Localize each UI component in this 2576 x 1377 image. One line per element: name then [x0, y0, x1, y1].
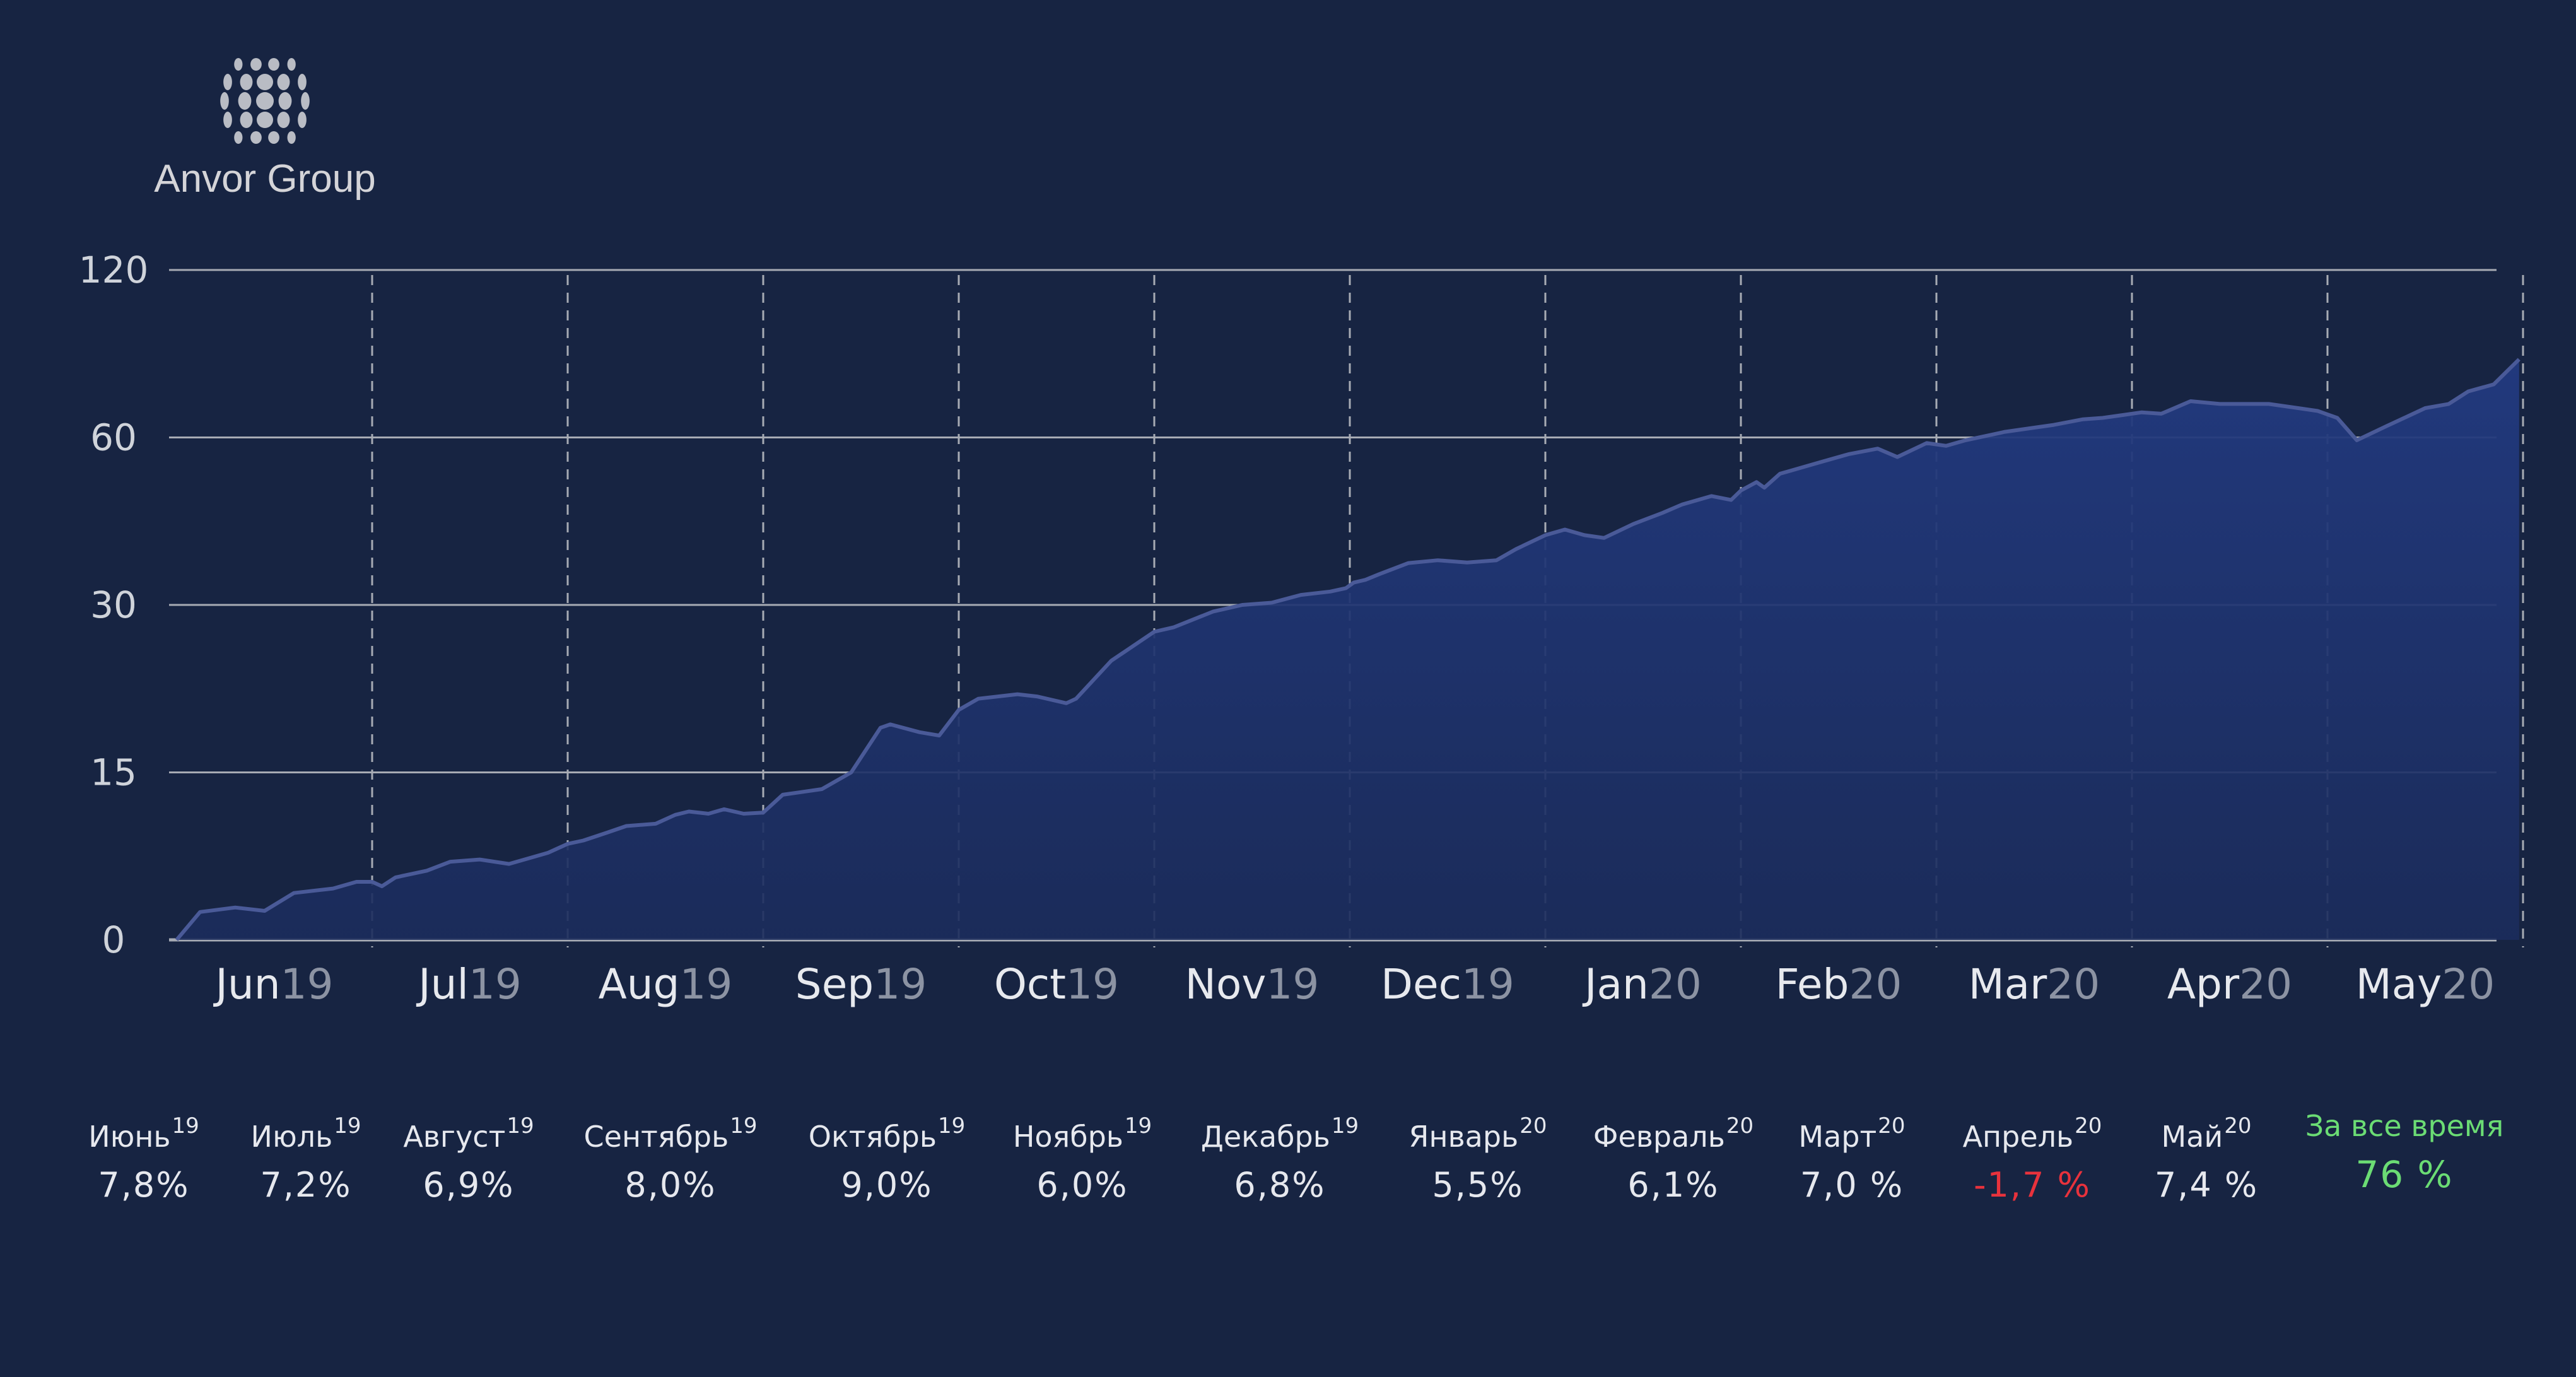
x-tick-label: Nov19 — [1185, 960, 1320, 1009]
month-stat-value: 7,8% — [98, 1165, 190, 1205]
logo-dot — [277, 74, 290, 90]
logo-dot — [278, 92, 292, 110]
x-tick-label: Jun19 — [213, 960, 333, 1009]
logo-dot — [298, 74, 307, 90]
y-tick-label: 15 — [90, 751, 137, 794]
month-stat-name: Ноябрь19 — [1012, 1113, 1152, 1154]
month-stat: Июль19 7,2% — [251, 1104, 361, 1212]
y-tick-label: 60 — [90, 416, 137, 459]
month-stat-value: 7,0 % — [1800, 1165, 1904, 1205]
x-tick-label: Jan20 — [1582, 960, 1702, 1009]
month-stat-value: 6,9% — [423, 1165, 515, 1205]
x-tick-label: Mar20 — [1969, 960, 2100, 1009]
x-tick-label: Oct19 — [994, 960, 1119, 1009]
logo-dot — [257, 74, 273, 90]
logo-dot — [298, 112, 307, 128]
month-stat: Август19 6,9% — [403, 1104, 534, 1212]
month-stat-value: 6,0% — [1036, 1165, 1128, 1205]
logo-dot — [238, 92, 252, 110]
x-tick-label: Jul19 — [416, 960, 522, 1009]
logo-dot — [268, 58, 279, 71]
month-stat-value: 7,2% — [260, 1165, 352, 1205]
brand-logo: Anvor Group — [151, 44, 378, 208]
month-stat: Сентябрь19 8,0% — [584, 1104, 758, 1212]
month-stat-value: 8,0% — [624, 1165, 717, 1205]
month-stat-value: 6,1% — [1627, 1165, 1719, 1205]
month-stat: Апрель20 -1,7 % — [1963, 1104, 2102, 1212]
logo-dot — [234, 131, 243, 144]
dotted-sphere-icon — [220, 58, 310, 144]
month-stat-name: Апрель20 — [1962, 1113, 2102, 1154]
month-stat-name: Август19 — [403, 1113, 534, 1154]
total-stat-name: За все время — [2305, 1109, 2504, 1143]
logo-dot — [250, 131, 262, 144]
month-stat: Март20 7,0 % — [1798, 1104, 1905, 1212]
logo-dot — [287, 131, 296, 144]
brand-name: Anvor Group — [154, 157, 376, 201]
month-stat-name: Февраль20 — [1593, 1113, 1754, 1154]
month-stat-name: Январь20 — [1408, 1113, 1547, 1154]
month-stat-value: 7,4 % — [2154, 1165, 2259, 1205]
x-tick-label: Dec19 — [1381, 960, 1514, 1009]
month-stat-name: Март20 — [1798, 1113, 1906, 1154]
month-stat-name: Октябрь19 — [808, 1113, 966, 1154]
logo-dot — [240, 74, 253, 90]
month-stat: Май20 7,4 % — [2155, 1104, 2258, 1212]
total-stat-value: 76 % — [2355, 1153, 2454, 1196]
y-tick-label: 30 — [90, 583, 137, 626]
y-tick-label: 0 — [102, 918, 126, 961]
logo-dot — [268, 131, 279, 144]
logo-dot — [240, 112, 253, 128]
month-stat-name: Сентябрь19 — [583, 1113, 758, 1154]
month-stat: Ноябрь19 6,0% — [1013, 1104, 1152, 1212]
y-tick-label: 120 — [79, 249, 149, 291]
logo-dot — [287, 58, 296, 71]
month-stat: Январь20 5,5% — [1409, 1104, 1547, 1212]
logo-dot — [277, 112, 290, 128]
cumulative-return-chart: 0 15 30 60 120 Jun19 Jul19 Aug19 Sep19 Oct19 Nov19… — [79, 249, 2524, 1009]
month-stat-value: 6,8% — [1234, 1165, 1326, 1205]
logo-dot — [223, 112, 232, 128]
month-stat-name: Декабрь19 — [1200, 1113, 1359, 1154]
logo-dot — [250, 58, 262, 71]
logo-dot — [301, 92, 310, 110]
month-stat-name: Май20 — [2161, 1113, 2252, 1154]
x-tick-label: Sep19 — [795, 960, 927, 1009]
logo-dot — [234, 58, 243, 71]
month-stat-name: Июль19 — [250, 1113, 361, 1154]
x-tick-label: Feb20 — [1776, 960, 1902, 1009]
cumulative-line — [175, 358, 2520, 941]
logo-dot — [223, 74, 232, 90]
x-tick-label: Aug19 — [599, 960, 733, 1009]
month-stat: Октябрь19 9,0% — [809, 1104, 965, 1212]
month-stat: Февраль20 6,1% — [1593, 1104, 1753, 1212]
month-stat: Июнь19 7,8% — [88, 1104, 199, 1212]
month-stat: Декабрь19 6,8% — [1201, 1104, 1359, 1212]
x-tick-label: May20 — [2356, 960, 2495, 1009]
month-stat-value: 9,0% — [841, 1165, 933, 1205]
cumulative-area — [177, 359, 2519, 940]
logo-dot — [220, 92, 229, 110]
logo-dot — [256, 92, 274, 110]
month-stat-value: -1,7 % — [1974, 1165, 2091, 1205]
total-stat: За все время 76 % — [2305, 1104, 2504, 1201]
x-tick-label: Apr20 — [2167, 960, 2292, 1009]
month-stat-value: 5,5% — [1432, 1165, 1524, 1205]
monthly-returns-row: Июнь19 7,8% Июль19 7,2% Август19 6,9% Сентябрь… — [0, 1104, 2576, 1230]
logo-dot — [257, 112, 273, 128]
month-stat-name: Июнь19 — [88, 1113, 199, 1154]
